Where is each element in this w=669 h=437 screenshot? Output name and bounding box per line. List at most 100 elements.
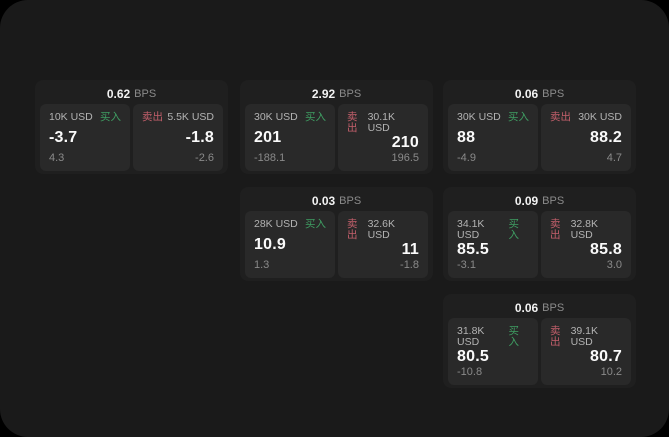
buy-sub-value: 1.3 — [254, 259, 270, 271]
buy-sub-value: 4.3 — [49, 152, 65, 164]
card-body: 31.8K USD 买入 80.5 -10.8 卖出 39.1K USD 80.… — [448, 318, 631, 385]
sell-price: 85.8 — [590, 241, 622, 258]
buy-tag: 买入 — [508, 218, 519, 241]
card-header: 0.09 BPS — [448, 191, 631, 211]
sell-panel[interactable]: 卖出 30K USD 88.2 4.7 — [541, 104, 631, 171]
buy-size: 30K USD — [457, 111, 501, 123]
buy-sub-value: -10.8 — [457, 366, 483, 378]
buy-price: 88 — [457, 128, 476, 146]
sell-panel-header: 卖出 5.5K USD — [142, 112, 214, 123]
buy-panel-header: 34.1K USD 买入 — [457, 219, 529, 240]
sell-sub-value: -2.6 — [195, 152, 214, 164]
quote-card[interactable]: 0.09 BPS 34.1K USD 买入 85.5 -3.1 卖出 32.8K… — [443, 187, 636, 281]
quote-card[interactable]: 0.03 BPS 28K USD 买入 10.9 1.3 卖出 32.6K US… — [240, 187, 433, 281]
sell-tag: 卖出 — [550, 218, 561, 241]
sell-tag: 卖出 — [550, 325, 561, 348]
buy-panel[interactable]: 28K USD 买入 10.9 1.3 — [245, 211, 335, 278]
buy-tag: 买入 — [305, 218, 326, 230]
buy-tag: 买入 — [508, 325, 519, 348]
sell-panel[interactable]: 卖出 32.8K USD 85.8 3.0 — [541, 211, 631, 278]
bps-value: 0.09 — [514, 194, 539, 208]
sell-price: 88.2 — [590, 128, 622, 146]
card-header: 0.06 BPS — [448, 84, 631, 104]
buy-tag: 买入 — [100, 111, 121, 123]
buy-size: 28K USD — [254, 218, 298, 230]
sell-size: 39.1K USD — [570, 325, 599, 348]
card-body: 30K USD 买入 201 -188.1 卖出 30.1K USD 210 1… — [245, 104, 428, 171]
bps-value: 0.06 — [514, 301, 539, 315]
buy-panel[interactable]: 31.8K USD 买入 80.5 -10.8 — [448, 318, 538, 385]
buy-sub-value: -3.1 — [457, 259, 476, 271]
sell-size: 32.8K USD — [570, 218, 599, 241]
quote-card[interactable]: 0.62 BPS 10K USD 买入 -3.7 4.3 卖出 5.5K USD… — [35, 80, 228, 174]
buy-panel-header: 10K USD 买入 — [49, 112, 121, 123]
sell-panel[interactable]: 卖出 30.1K USD 210 196.5 — [338, 104, 428, 171]
buy-size: 10K USD — [49, 111, 93, 123]
buy-price: -3.7 — [49, 128, 78, 146]
quote-card[interactable]: 2.92 BPS 30K USD 买入 201 -188.1 卖出 30.1K … — [240, 80, 433, 174]
bps-value: 0.03 — [311, 194, 336, 208]
buy-panel[interactable]: 34.1K USD 买入 85.5 -3.1 — [448, 211, 538, 278]
card-body: 28K USD 买入 10.9 1.3 卖出 32.6K USD 11 -1.8 — [245, 211, 428, 278]
sell-panel-header: 卖出 30.1K USD — [347, 112, 419, 133]
sell-price: 80.7 — [590, 348, 622, 365]
buy-panel-header: 30K USD 买入 — [254, 112, 326, 123]
buy-price: 10.9 — [254, 235, 286, 253]
sell-panel[interactable]: 卖出 5.5K USD -1.8 -2.6 — [133, 104, 223, 171]
buy-sub-value: -188.1 — [254, 152, 286, 164]
quote-card[interactable]: 0.06 BPS 30K USD 买入 88 -4.9 卖出 30K USD 8… — [443, 80, 636, 174]
card-body: 30K USD 买入 88 -4.9 卖出 30K USD 88.2 4.7 — [448, 104, 631, 171]
sell-panel-header: 卖出 32.6K USD — [347, 219, 419, 240]
sell-sub-value: 4.7 — [606, 152, 622, 164]
sell-size: 32.6K USD — [367, 218, 396, 241]
buy-price: 85.5 — [457, 241, 489, 258]
buy-panel-header: 28K USD 买入 — [254, 219, 326, 230]
buy-panel[interactable]: 30K USD 买入 201 -188.1 — [245, 104, 335, 171]
buy-price: 201 — [254, 128, 282, 146]
sell-size: 30K USD — [578, 111, 622, 123]
buy-size: 30K USD — [254, 111, 298, 123]
sell-panel[interactable]: 卖出 32.6K USD 11 -1.8 — [338, 211, 428, 278]
sell-size: 30.1K USD — [367, 111, 396, 134]
sell-size: 5.5K USD — [167, 111, 214, 123]
bps-unit-label: BPS — [542, 301, 565, 314]
card-body: 34.1K USD 买入 85.5 -3.1 卖出 32.8K USD 85.8… — [448, 211, 631, 278]
bps-unit-label: BPS — [134, 87, 157, 100]
sell-price: 11 — [401, 241, 419, 258]
card-header: 2.92 BPS — [245, 84, 428, 104]
sell-sub-value: -1.8 — [400, 259, 419, 271]
sell-price: -1.8 — [185, 128, 214, 146]
buy-panel-header: 30K USD 买入 — [457, 112, 529, 123]
sell-sub-value: 3.0 — [606, 259, 622, 271]
sell-panel-header: 卖出 39.1K USD — [550, 326, 622, 347]
card-header: 0.62 BPS — [40, 84, 223, 104]
buy-tag: 买入 — [305, 111, 326, 123]
sell-tag: 卖出 — [347, 218, 358, 241]
card-body: 10K USD 买入 -3.7 4.3 卖出 5.5K USD -1.8 -2.… — [40, 104, 223, 171]
bps-value: 0.62 — [106, 87, 131, 101]
sell-tag: 卖出 — [347, 111, 358, 134]
buy-panel-header: 31.8K USD 买入 — [457, 326, 529, 347]
bps-unit-label: BPS — [339, 194, 362, 207]
sell-sub-value: 10.2 — [600, 366, 622, 378]
card-header: 0.03 BPS — [245, 191, 428, 211]
buy-panel[interactable]: 30K USD 买入 88 -4.9 — [448, 104, 538, 171]
buy-tag: 买入 — [508, 111, 529, 123]
buy-panel[interactable]: 10K USD 买入 -3.7 4.3 — [40, 104, 130, 171]
buy-sub-value: -4.9 — [457, 152, 476, 164]
sell-sub-value: 196.5 — [391, 152, 419, 164]
quote-card[interactable]: 0.06 BPS 31.8K USD 买入 80.5 -10.8 卖出 39.1… — [443, 294, 636, 388]
sell-panel-header: 卖出 30K USD — [550, 112, 622, 123]
buy-price: 80.5 — [457, 348, 489, 365]
bps-unit-label: BPS — [542, 194, 565, 207]
bps-unit-label: BPS — [339, 87, 362, 100]
bps-value: 2.92 — [311, 87, 336, 101]
sell-panel[interactable]: 卖出 39.1K USD 80.7 10.2 — [541, 318, 631, 385]
buy-size: 31.8K USD — [457, 325, 485, 348]
buy-size: 34.1K USD — [457, 218, 485, 241]
sell-tag: 卖出 — [142, 111, 163, 123]
sell-panel-header: 卖出 32.8K USD — [550, 219, 622, 240]
card-header: 0.06 BPS — [448, 298, 631, 318]
bps-unit-label: BPS — [542, 87, 565, 100]
